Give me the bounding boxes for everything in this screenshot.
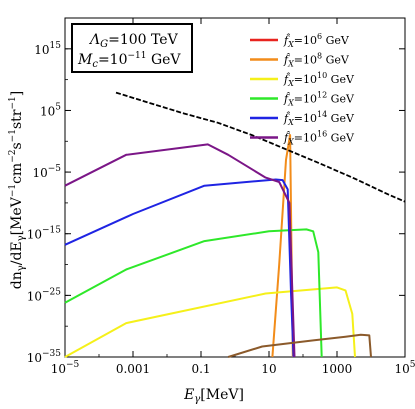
series-line-7 [115, 91, 406, 203]
series-layer [64, 91, 406, 358]
legend-label-4: f̂X=1014 GeV [283, 110, 355, 127]
legend-label-5: f̂X=1016 GeV [283, 130, 355, 147]
info-box: ΛG=100 TeV Mc=10−11 GeV [71, 23, 193, 73]
info-lambda-value: =100 TeV [108, 32, 178, 48]
axis-ticks: 10−5 0.001 0.1 10 1000 105 1015 105 10−5 10−15 10−… [27, 17, 415, 376]
x-tick-label-3: 10 [261, 362, 276, 376]
y-tick-label-2: 10−5 [32, 164, 61, 180]
info-mc-unit: GeV [147, 52, 182, 68]
y-tick-label-1: 105 [40, 102, 61, 118]
info-lambda-sub: G [100, 39, 108, 50]
x-tick-label-5: 105 [394, 360, 415, 376]
x-axis-label: Eγ[MeV] [183, 387, 244, 405]
x-tick-label-0: 10−5 [51, 360, 80, 376]
legend-label-0: f̂X=106 GeV [283, 32, 350, 49]
y-axis-label: dnγ/dEγ[MeV−1cm−2s−1str−1] [8, 91, 27, 289]
series-line-4 [64, 178, 295, 358]
y-tick-label-3: 10−15 [27, 226, 62, 242]
svg-text:ΛG=100 TeV: ΛG=100 TeV [88, 32, 179, 50]
legend-label-3: f̂X=1012 GeV [283, 91, 355, 108]
series-line-6 [227, 333, 372, 358]
legend-label-2: f̂X=1010 GeV [283, 71, 355, 88]
series-line-1 [271, 134, 294, 358]
y-tick-label-4: 10−25 [27, 287, 62, 303]
svg-text:Mc=10−11 GeV: Mc=10−11 GeV [77, 51, 181, 70]
info-mc-symbol: M [77, 52, 93, 68]
series-line-3 [64, 228, 323, 358]
series-line-2 [64, 286, 356, 358]
legend: f̂X=106 GeV f̂X=108 GeV f̂X=1010 GeV f̂X=10… [250, 32, 355, 147]
x-tick-label-2: 0.1 [191, 362, 210, 376]
info-mc-sub: c [92, 59, 98, 70]
x-tick-label-1: 0.001 [116, 362, 150, 376]
info-mc-value: =10 [98, 52, 128, 68]
y-tick-label-5: 10−35 [27, 349, 62, 365]
y-tick-label-0: 1015 [34, 41, 61, 57]
info-lambda-symbol: Λ [88, 32, 100, 48]
series-line-5 [64, 143, 296, 358]
info-mc-exp: −11 [128, 51, 147, 61]
x-tick-label-4: 1000 [322, 362, 353, 376]
legend-label-1: f̂X=108 GeV [283, 52, 350, 69]
